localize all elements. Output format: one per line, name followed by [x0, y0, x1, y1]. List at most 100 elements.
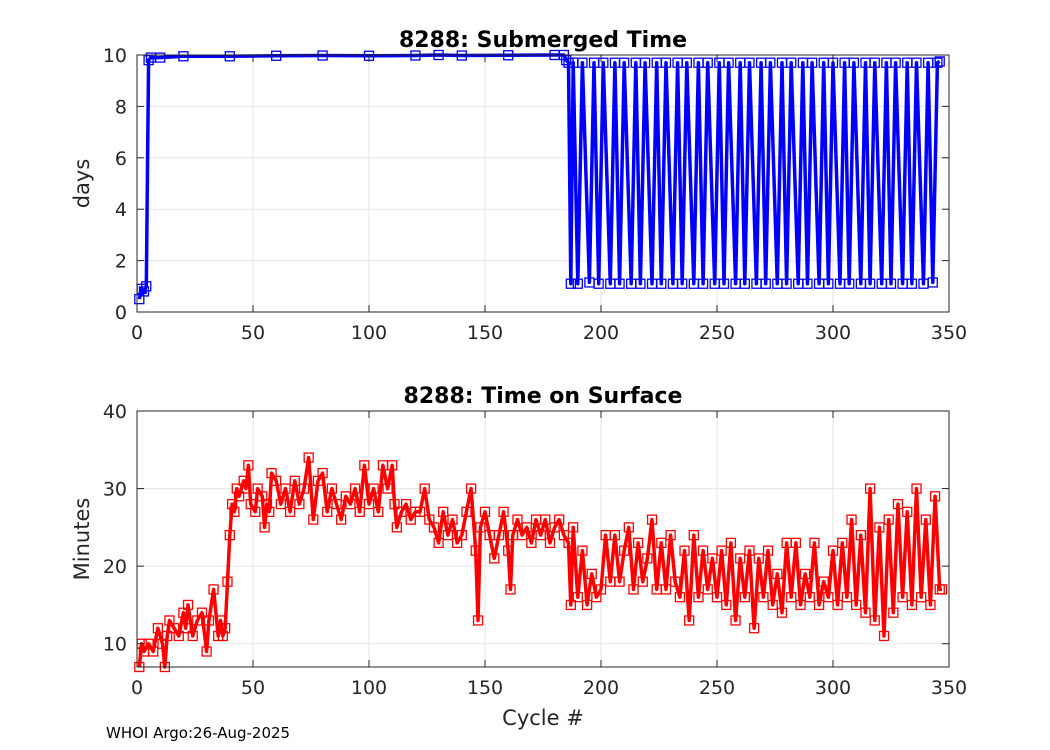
data-point-marker	[656, 537, 667, 549]
chart-title: 8288: Time on Surface	[404, 384, 683, 409]
data-point-marker	[284, 506, 296, 517]
chart-title: 8288: Submerged Time	[399, 28, 687, 53]
data-point-marker	[180, 623, 191, 634]
data-point-marker	[345, 498, 356, 510]
x-tick-label: 250	[699, 677, 735, 699]
data-point-marker	[298, 483, 310, 494]
data-point-marker	[885, 278, 897, 289]
data-point-marker	[261, 498, 273, 510]
data-point-marker	[259, 522, 270, 533]
data-point-marker	[878, 630, 890, 642]
x-tick-label: 200	[583, 322, 619, 344]
data-point-marker	[240, 483, 252, 494]
data-point-marker	[688, 529, 699, 541]
data-point-marker	[837, 537, 848, 549]
data-point-marker	[526, 537, 537, 549]
data-point-marker	[936, 584, 948, 595]
data-point-marker	[226, 498, 238, 510]
x-tick-label: 0	[131, 322, 143, 344]
x-tick-label: 350	[931, 677, 967, 699]
data-point-marker	[155, 52, 166, 63]
y-tick-label: 0	[115, 302, 127, 324]
data-point-marker	[823, 592, 834, 603]
data-point-marker	[535, 529, 546, 541]
data-point-marker	[173, 630, 184, 642]
data-point-marker	[391, 522, 402, 533]
data-point-marker	[790, 537, 802, 549]
data-point-marker	[565, 278, 576, 289]
data-point-marker	[721, 599, 732, 611]
data-point-marker	[744, 57, 755, 68]
data-point-marker	[326, 483, 338, 494]
data-point-marker	[823, 278, 834, 289]
data-point-marker	[832, 599, 843, 611]
data-point-marker	[141, 281, 152, 292]
data-point-marker	[317, 50, 328, 61]
data-point-marker	[187, 630, 198, 642]
data-point-marker	[233, 491, 245, 502]
series-line	[137, 455, 942, 669]
y-tick-label: 10	[103, 634, 127, 656]
data-point-marker	[493, 529, 505, 541]
data-point-marker	[716, 545, 727, 556]
data-point-marker	[739, 278, 750, 289]
data-point-marker	[303, 452, 314, 463]
data-point-marker	[498, 506, 509, 517]
data-point-marker	[201, 646, 212, 657]
y-tick-label: 40	[103, 401, 127, 423]
data-point-marker	[595, 584, 607, 595]
y-tick-label: 4	[115, 199, 127, 221]
data-point-marker	[855, 529, 866, 541]
x-tick-label: 50	[241, 677, 265, 699]
data-point-marker	[581, 599, 593, 611]
data-point-marker	[762, 545, 774, 556]
data-point-marker	[911, 57, 922, 68]
data-point-marker	[563, 537, 574, 549]
data-point-marker	[723, 57, 734, 68]
data-point-marker	[419, 483, 430, 494]
data-point-marker	[359, 460, 370, 471]
axes-box	[136, 54, 950, 313]
data-point-marker	[178, 51, 189, 62]
data-point-marker	[222, 576, 233, 587]
y-tick-label: 10	[103, 45, 127, 67]
data-point-marker	[681, 57, 692, 68]
data-point-marker	[544, 537, 556, 549]
data-point-marker	[470, 545, 481, 556]
data-point-marker	[892, 498, 904, 510]
data-point-marker	[646, 514, 658, 525]
data-point-marker	[264, 506, 275, 517]
data-point-marker	[679, 545, 690, 556]
x-tick-label: 300	[815, 677, 851, 699]
data-point-marker	[349, 483, 361, 494]
data-point-marker	[718, 278, 730, 289]
data-point-marker	[860, 607, 871, 618]
data-point-marker	[203, 615, 215, 626]
y-tick-label: 2	[115, 251, 127, 273]
data-point-marker	[660, 57, 672, 68]
data-point-marker	[540, 514, 551, 525]
data-point-marker	[400, 498, 412, 510]
data-point-marker	[217, 630, 228, 642]
data-point-marker	[368, 483, 379, 494]
data-point-marker	[848, 57, 860, 68]
data-point-marker	[289, 475, 300, 486]
data-point-marker	[642, 553, 653, 564]
data-point-marker	[382, 483, 393, 494]
data-point-marker	[677, 278, 688, 289]
data-point-marker	[229, 506, 240, 517]
data-point-marker	[748, 623, 760, 634]
data-point-marker	[818, 576, 829, 587]
data-point-marker	[331, 498, 342, 510]
data-point-marker	[609, 529, 621, 541]
data-point-marker	[758, 592, 769, 603]
data-point-marker	[916, 592, 927, 603]
data-point-marker	[670, 576, 681, 587]
data-point-marker	[465, 483, 477, 494]
x-tick-label: 150	[467, 322, 503, 344]
data-point-marker	[897, 592, 908, 603]
data-point-marker	[765, 57, 776, 68]
data-point-marker	[475, 522, 486, 533]
data-point-marker	[786, 57, 797, 68]
data-point-marker	[414, 506, 426, 517]
